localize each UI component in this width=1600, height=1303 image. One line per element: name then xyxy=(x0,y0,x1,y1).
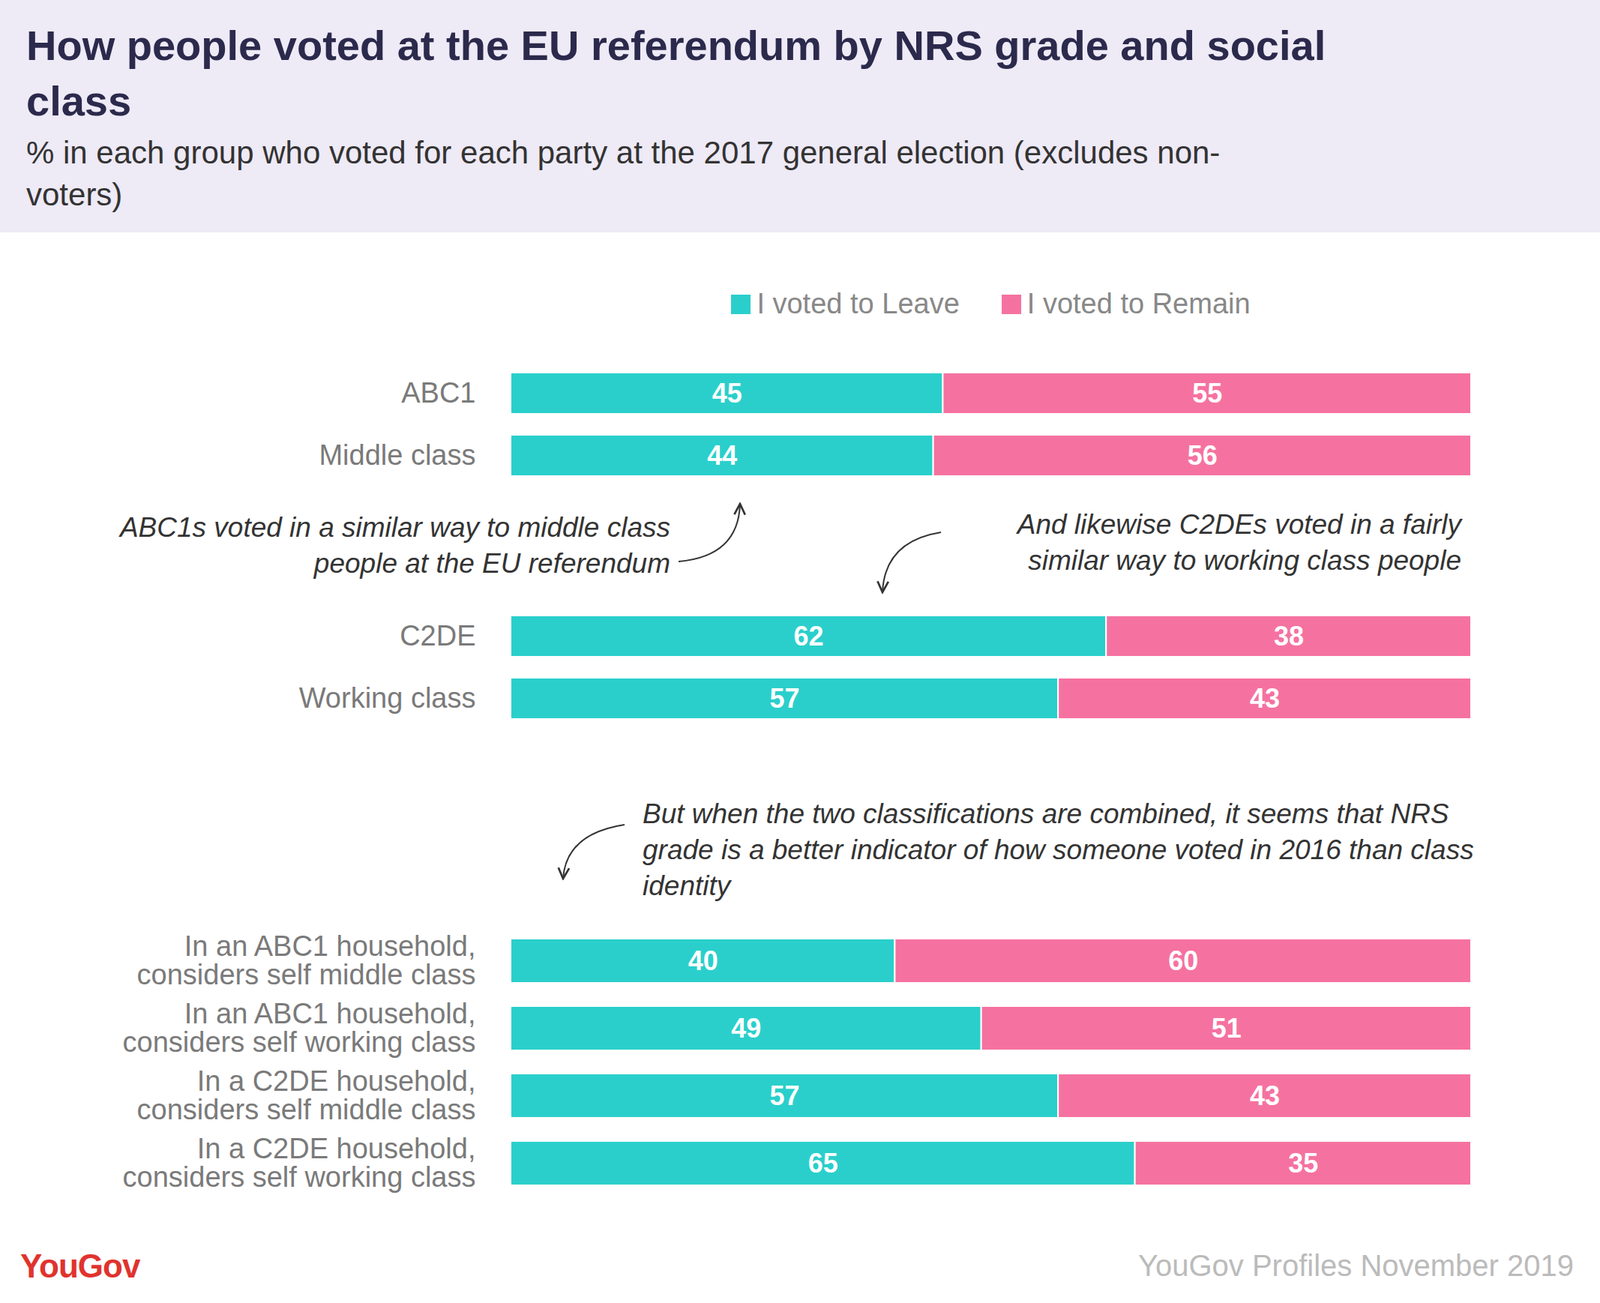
svg-text:In a C2DE household,considers: In a C2DE household,considers self worki… xyxy=(122,1132,477,1193)
html-text:YouGov Profiles November 2019: YouGov Profiles November 2019 xyxy=(1138,1249,1574,1283)
svg-text:In an ABC1 household,considers: In an ABC1 household,considers self midd… xyxy=(137,930,477,991)
svg-text:35: 35 xyxy=(1288,1147,1319,1179)
svg-text:55: 55 xyxy=(1192,377,1223,409)
svg-text:51: 51 xyxy=(1211,1012,1242,1044)
svg-text:56: 56 xyxy=(1187,440,1218,471)
html-text:% in each group who voted for: % in each group who voted for each party… xyxy=(26,134,1221,213)
svg-text:ABC1: ABC1 xyxy=(401,377,476,409)
svg-text:57: 57 xyxy=(770,683,800,714)
svg-text:65: 65 xyxy=(808,1147,839,1179)
html-text:I voted to Remain: I voted to Remain xyxy=(1027,287,1251,320)
svg-text:44: 44 xyxy=(707,440,738,471)
svg-text:60: 60 xyxy=(1168,945,1199,977)
svg-text:43: 43 xyxy=(1249,1080,1280,1112)
html-text:I voted to Leave: I voted to Leave xyxy=(756,287,960,320)
svg-text:43: 43 xyxy=(1249,683,1280,714)
svg-text:In an ABC1 household,considers: In an ABC1 household,considers self work… xyxy=(122,997,477,1058)
html-text:ABC1s voted in a similar way t: ABC1s voted in a similar way to middle c… xyxy=(119,512,671,579)
html-text:How people voted at the EU ref: How people voted at the EU referendum by… xyxy=(26,21,1326,125)
svg-text:Working class: Working class xyxy=(299,682,477,714)
svg-text:C2DE: C2DE xyxy=(399,620,476,652)
html-text:And likewise C2DEs voted in a: And likewise C2DEs voted in a fairly sim… xyxy=(1017,509,1462,576)
html-text:YouGov: YouGov xyxy=(20,1247,140,1285)
svg-text:In a C2DE household,considers: In a C2DE household,considers self middl… xyxy=(137,1065,477,1126)
html-text:But when the two classificatio: But when the two classifications are com… xyxy=(642,798,1474,902)
svg-text:40: 40 xyxy=(688,945,719,977)
svg-text:57: 57 xyxy=(770,1080,800,1112)
svg-text:45: 45 xyxy=(712,377,743,409)
svg-text:Middle class: Middle class xyxy=(318,439,476,471)
svg-text:38: 38 xyxy=(1273,620,1304,652)
svg-text:49: 49 xyxy=(731,1012,762,1044)
svg-text:62: 62 xyxy=(794,620,824,652)
